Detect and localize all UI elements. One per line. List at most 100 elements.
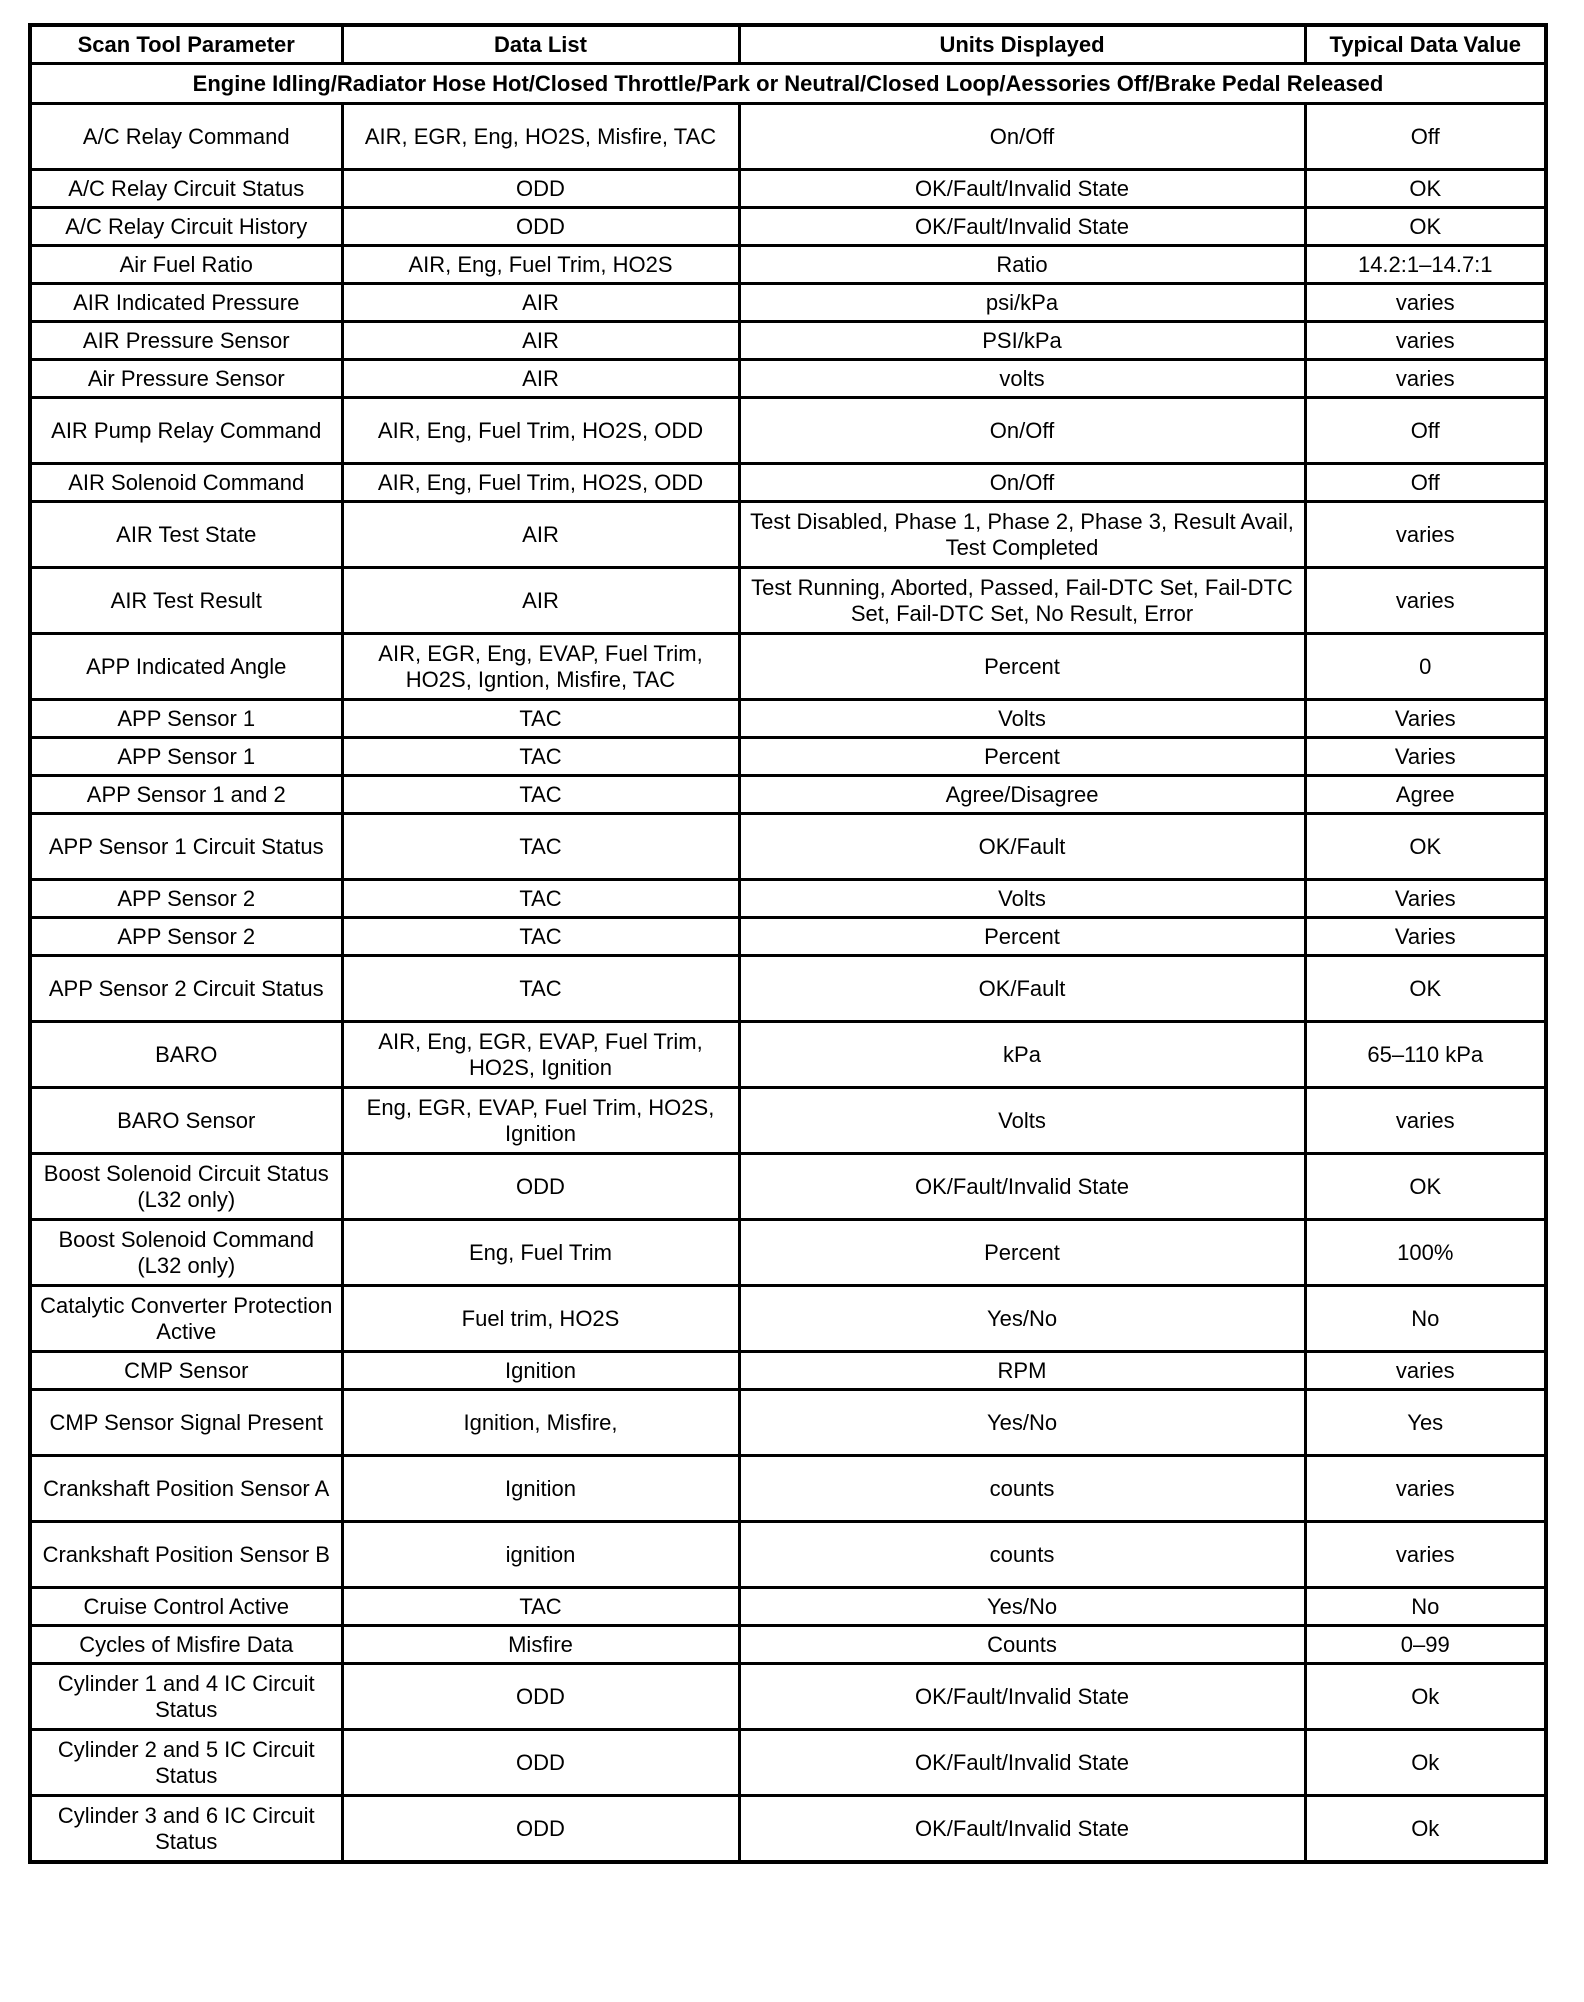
table-row: Cylinder 3 and 6 IC Circuit Status ODD OK/…	[28, 1794, 1548, 1864]
units-cell: PSI/kPa	[737, 320, 1307, 361]
typical-value-cell: OK	[1303, 168, 1548, 209]
parameter-cell: CMP Sensor Signal Present	[28, 1388, 344, 1457]
units-cell: OK/Fault/Invalid State	[737, 168, 1307, 209]
table-row: APP Sensor 2 TAC Volts Varies	[28, 878, 1548, 919]
data-list-cell: TAC	[340, 698, 741, 739]
data-list-cell: AIR, Eng, EGR, EVAP, Fuel Trim, HO2S, Ig…	[340, 1020, 741, 1089]
typical-value-cell: No	[1303, 1586, 1548, 1627]
parameter-cell: APP Sensor 1 Circuit Status	[28, 812, 344, 881]
units-cell: psi/kPa	[737, 282, 1307, 323]
parameter-cell: Crankshaft Position Sensor B	[28, 1520, 344, 1589]
units-cell: Percent	[737, 1218, 1307, 1287]
parameter-cell: APP Indicated Angle	[28, 632, 344, 701]
table-row: A/C Relay Circuit History ODD OK/Fault/Inv…	[28, 206, 1548, 247]
typical-value-cell: Varies	[1303, 736, 1548, 777]
table-row: Catalytic Converter Protection Active Fue…	[28, 1284, 1548, 1353]
units-cell: Ratio	[737, 244, 1307, 285]
units-cell: Test Running, Aborted, Passed, Fail-DTC …	[737, 566, 1307, 635]
typical-value-cell: varies	[1303, 320, 1548, 361]
parameter-cell: AIR Pressure Sensor	[28, 320, 344, 361]
typical-value-cell: varies	[1303, 282, 1548, 323]
data-list-cell: Eng, EGR, EVAP, Fuel Trim, HO2S, Ignitio…	[340, 1086, 741, 1155]
units-cell: OK/Fault	[737, 812, 1307, 881]
table-row: AIR Pressure Sensor AIR PSI/kPa varies	[28, 320, 1548, 361]
parameter-cell: Cylinder 2 and 5 IC Circuit Status	[28, 1728, 344, 1797]
parameter-cell: APP Sensor 1	[28, 698, 344, 739]
typical-value-cell: Agree	[1303, 774, 1548, 815]
units-cell: Yes/No	[737, 1284, 1307, 1353]
header-data-list: Data List	[340, 23, 741, 65]
parameter-cell: AIR Test State	[28, 500, 344, 569]
table-row: Air Pressure Sensor AIR volts varies	[28, 358, 1548, 399]
data-list-cell: AIR	[340, 320, 741, 361]
table-row: APP Sensor 1 TAC Volts Varies	[28, 698, 1548, 739]
table-row: APP Indicated Angle AIR, EGR, Eng, EVAP, …	[28, 632, 1548, 701]
parameter-cell: A/C Relay Circuit Status	[28, 168, 344, 209]
data-list-cell: AIR	[340, 566, 741, 635]
parameter-cell: AIR Pump Relay Command	[28, 396, 344, 465]
parameter-cell: APP Sensor 2	[28, 916, 344, 957]
data-list-cell: TAC	[340, 1586, 741, 1627]
parameter-cell: APP Sensor 1	[28, 736, 344, 777]
typical-value-cell: Yes	[1303, 1388, 1548, 1457]
parameter-cell: Air Pressure Sensor	[28, 358, 344, 399]
parameter-cell: A/C Relay Command	[28, 102, 344, 171]
units-cell: RPM	[737, 1350, 1307, 1391]
parameter-cell: AIR Indicated Pressure	[28, 282, 344, 323]
typical-value-cell: OK	[1303, 954, 1548, 1023]
typical-value-cell: OK	[1303, 1152, 1548, 1221]
data-list-cell: TAC	[340, 736, 741, 777]
typical-value-cell: Off	[1303, 396, 1548, 465]
parameter-cell: Air Fuel Ratio	[28, 244, 344, 285]
data-list-cell: ODD	[340, 1728, 741, 1797]
units-cell: Percent	[737, 736, 1307, 777]
table-row: Cruise Control Active TAC Yes/No No	[28, 1586, 1548, 1627]
data-list-cell: ignition	[340, 1520, 741, 1589]
typical-value-cell: Off	[1303, 102, 1548, 171]
table-row: A/C Relay Circuit Status ODD OK/Fault/Inva…	[28, 168, 1548, 209]
parameter-cell: A/C Relay Circuit History	[28, 206, 344, 247]
table-row: Crankshaft Position Sensor A Ignition coun…	[28, 1454, 1548, 1523]
parameter-cell: Crankshaft Position Sensor A	[28, 1454, 344, 1523]
table-row: APP Sensor 2 Circuit Status TAC OK/Fault OK	[28, 954, 1548, 1023]
units-cell: OK/Fault/Invalid State	[737, 1662, 1307, 1731]
table-row: AIR Test State AIR Test Disabled, Phase 1,…	[28, 500, 1548, 569]
table-row: BARO AIR, Eng, EGR, EVAP, Fuel Trim, HO2S…	[28, 1020, 1548, 1089]
units-cell: Volts	[737, 698, 1307, 739]
table-row: APP Sensor 2 TAC Percent Varies	[28, 916, 1548, 957]
table-row: APP Sensor 1 Circuit Status TAC OK/Fault OK	[28, 812, 1548, 881]
data-list-cell: AIR, EGR, Eng, HO2S, Misfire, TAC	[340, 102, 741, 171]
scan-tool-data-table: Scan Tool Parameter Data List Units Disp…	[28, 23, 1548, 1864]
parameter-cell: Cruise Control Active	[28, 1586, 344, 1627]
table-row: Cylinder 1 and 4 IC Circuit Status ODD OK/…	[28, 1662, 1548, 1731]
units-cell: Volts	[737, 1086, 1307, 1155]
typical-value-cell: Ok	[1303, 1728, 1548, 1797]
typical-value-cell: Varies	[1303, 698, 1548, 739]
header-units-displayed: Units Displayed	[737, 23, 1307, 65]
parameter-cell: Catalytic Converter Protection Active	[28, 1284, 344, 1353]
header-row: Scan Tool Parameter Data List Units Disp…	[28, 23, 1548, 65]
typical-value-cell: varies	[1303, 358, 1548, 399]
data-list-cell: Eng, Fuel Trim	[340, 1218, 741, 1287]
data-list-cell: AIR, Eng, Fuel Trim, HO2S	[340, 244, 741, 285]
table-row: Air Fuel Ratio AIR, Eng, Fuel Trim, HO2S R…	[28, 244, 1548, 285]
table-row: Cycles of Misfire Data Misfire Counts 0–99	[28, 1624, 1548, 1665]
parameter-cell: BARO	[28, 1020, 344, 1089]
units-cell: Agree/Disagree	[737, 774, 1307, 815]
data-list-cell: AIR, Eng, Fuel Trim, HO2S, ODD	[340, 396, 741, 465]
units-cell: OK/Fault/Invalid State	[737, 1728, 1307, 1797]
data-list-cell: ODD	[340, 1794, 741, 1864]
typical-value-cell: Ok	[1303, 1662, 1548, 1731]
units-cell: On/Off	[737, 396, 1307, 465]
table-row: Boost Solenoid Circuit Status (L32 only)…	[28, 1152, 1548, 1221]
parameter-cell: Cycles of Misfire Data	[28, 1624, 344, 1665]
table-row: AIR Indicated Pressure AIR psi/kPa varies	[28, 282, 1548, 323]
data-list-cell: ODD	[340, 206, 741, 247]
parameter-cell: Cylinder 3 and 6 IC Circuit Status	[28, 1794, 344, 1864]
units-cell: Percent	[737, 632, 1307, 701]
typical-value-cell: 14.2:1–14.7:1	[1303, 244, 1548, 285]
parameter-cell: Cylinder 1 and 4 IC Circuit Status	[28, 1662, 344, 1731]
data-list-cell: AIR	[340, 282, 741, 323]
table-row: Cylinder 2 and 5 IC Circuit Status ODD OK/…	[28, 1728, 1548, 1797]
typical-value-cell: OK	[1303, 206, 1548, 247]
